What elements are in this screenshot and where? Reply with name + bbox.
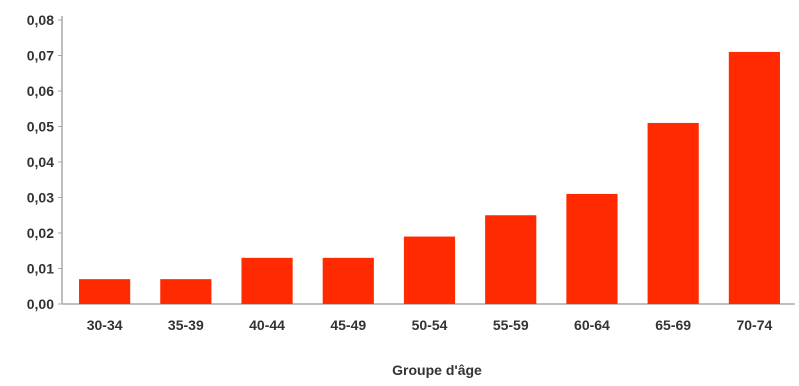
x-axis-ticks: 30-34 35-39 40-44 45-49 50-54 55-59 60-64 65-69…	[87, 317, 773, 333]
bar	[485, 215, 537, 304]
y-tick-label: 0,08	[27, 12, 54, 28]
y-axis-ticks: 0,00 0,01 0,02 0,03 0,04 0,05 0,06 0,07 0,08	[27, 12, 62, 312]
bar	[79, 279, 131, 304]
bar	[566, 193, 618, 304]
y-tick-label: 0,01	[27, 261, 54, 277]
bars-group	[79, 51, 780, 305]
y-tick-label: 0,05	[27, 119, 54, 135]
x-tick-label: 40-44	[249, 317, 285, 333]
y-tick-label: 0,02	[27, 225, 54, 241]
y-tick-label: 0,00	[27, 296, 54, 312]
x-axis-title: Groupe d'âge	[392, 362, 482, 378]
y-tick-label: 0,06	[27, 83, 54, 99]
x-tick-label: 55-59	[493, 317, 529, 333]
bar	[403, 236, 456, 304]
bar	[322, 257, 374, 304]
bar	[241, 257, 293, 304]
bar	[160, 279, 212, 304]
x-tick-label: 50-54	[412, 317, 448, 333]
x-tick-label: 45-49	[330, 317, 366, 333]
x-tick-label: 30-34	[87, 317, 123, 333]
y-tick-label: 0,03	[27, 190, 54, 206]
y-tick-label: 0,04	[27, 154, 54, 170]
x-tick-label: 60-64	[574, 317, 610, 333]
x-tick-label: 35-39	[168, 317, 204, 333]
x-tick-label: 65-69	[655, 317, 691, 333]
y-tick-label: 0,07	[27, 48, 54, 64]
x-tick-label: 70-74	[736, 317, 772, 333]
bar	[728, 51, 780, 305]
bar	[647, 122, 699, 304]
